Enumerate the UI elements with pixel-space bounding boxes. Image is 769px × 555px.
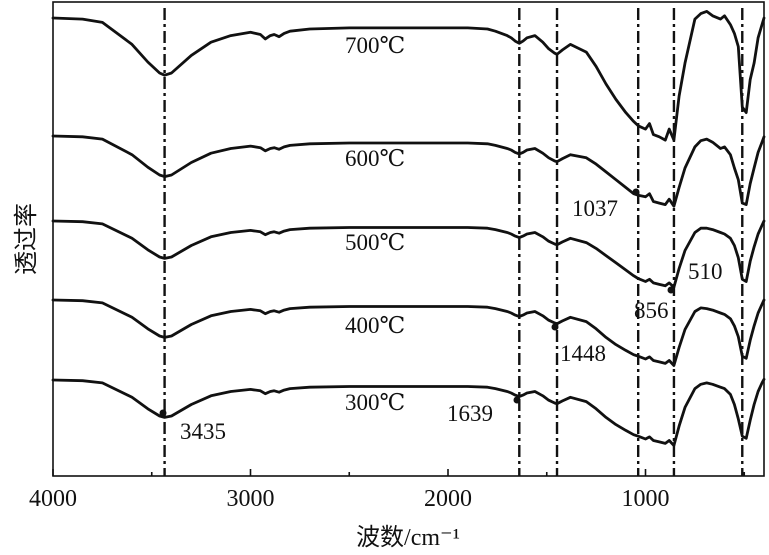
series-label-2: 600℃ xyxy=(345,146,405,171)
peak-label-856: 856 xyxy=(634,298,669,323)
x-tick-label-3000: 3000 xyxy=(227,486,275,512)
series-label-3: 500℃ xyxy=(345,230,405,255)
series-line-2 xyxy=(51,134,766,208)
peak-label-1448: 1448 xyxy=(560,341,606,366)
series-line-4 xyxy=(51,298,766,367)
series-line-1 xyxy=(51,10,766,142)
series-label-4: 400℃ xyxy=(345,313,405,338)
plot-frame xyxy=(52,1,765,477)
peak-marker-856 xyxy=(667,286,675,294)
y-axis-title: 透过率 xyxy=(13,203,40,275)
x-tick-label-4000: 4000 xyxy=(29,486,77,512)
spectra-curves xyxy=(51,10,766,447)
x-axis-title: 波数/cm⁻¹ xyxy=(356,524,460,551)
peak-marker-1639 xyxy=(513,396,521,404)
series-line-5 xyxy=(51,377,766,447)
peak-label-3435: 3435 xyxy=(180,419,226,444)
peak-marker-1448 xyxy=(551,323,559,331)
peak-marker-1037 xyxy=(632,188,640,196)
peak-marker-3435 xyxy=(159,409,167,417)
series-label-5: 300℃ xyxy=(345,390,405,415)
reference-lines xyxy=(163,8,744,476)
peak-label-510: 510 xyxy=(688,259,723,284)
x-tick-label-1000: 1000 xyxy=(622,486,670,512)
x-axis-ticks: 4000 3000 2000 1000 xyxy=(29,469,746,512)
peak-label-1037: 1037 xyxy=(572,196,618,221)
series-label-1: 700℃ xyxy=(345,33,405,58)
x-tick-label-2000: 2000 xyxy=(424,486,472,512)
peak-annotations: 3435 1639 1448 1037 856 510 xyxy=(159,188,723,444)
series-labels: 700℃ 600℃ 500℃ 400℃ 300℃ xyxy=(345,33,405,415)
peak-label-1639: 1639 xyxy=(447,401,493,426)
series-line-3 xyxy=(51,219,766,289)
